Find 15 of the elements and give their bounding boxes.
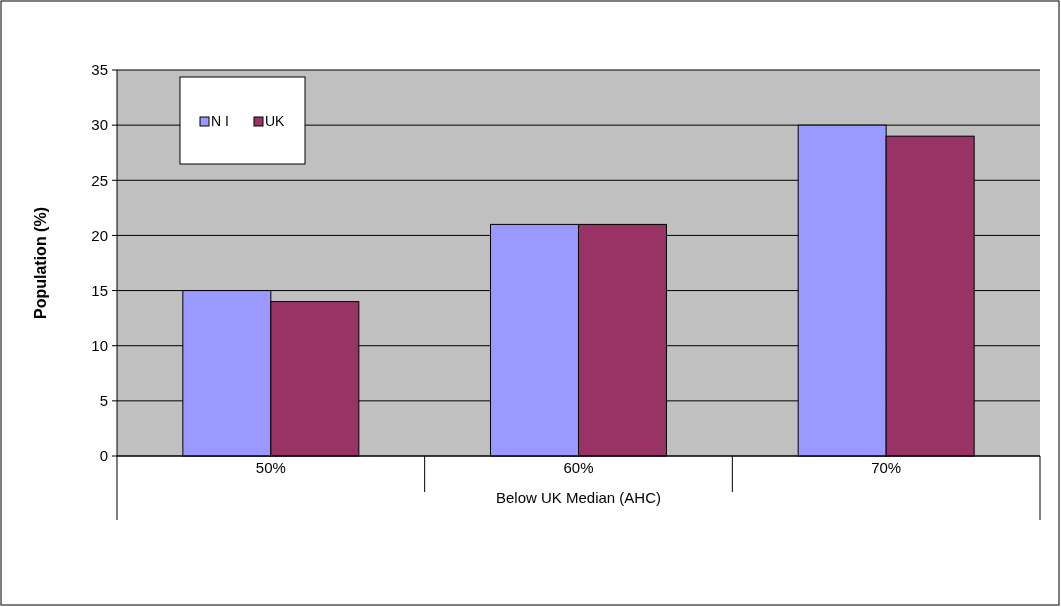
x-tick-label: 60% bbox=[563, 459, 594, 476]
x-axis-title: Below UK Median (AHC) bbox=[495, 489, 662, 506]
x-tick-label: 50% bbox=[255, 459, 286, 476]
legend-label: N I bbox=[211, 113, 229, 129]
y-axis-title: Population (%) bbox=[32, 207, 49, 319]
y-tick-label: 25 bbox=[91, 171, 108, 189]
y-tick-label: 10 bbox=[91, 336, 108, 354]
y-tick-label: 0 bbox=[99, 447, 108, 465]
x-tick-label: 70% bbox=[871, 459, 902, 476]
legend-label: UK bbox=[265, 113, 286, 129]
y-tick-label: 30 bbox=[91, 116, 108, 134]
y-tick-label: 5 bbox=[99, 392, 108, 410]
y-tick-label: 35 bbox=[91, 61, 108, 79]
y-tick-label: 20 bbox=[91, 226, 108, 244]
y-tick-label: 15 bbox=[91, 281, 108, 299]
